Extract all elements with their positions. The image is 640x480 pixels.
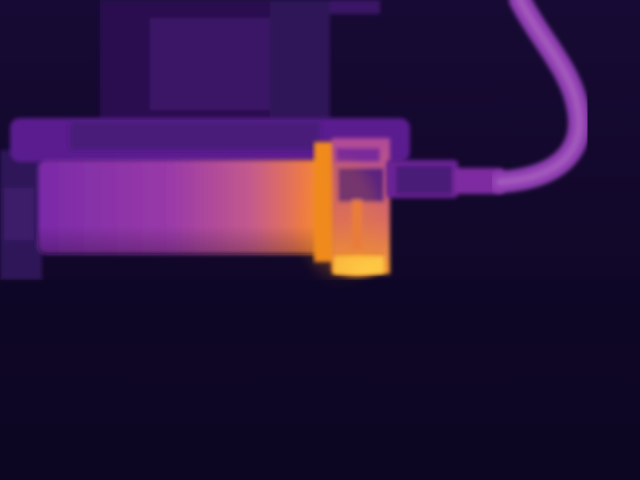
cylinder-top-rail-inner <box>70 122 320 150</box>
upper-bracket <box>100 0 380 120</box>
heat-glow <box>300 160 380 280</box>
lower-floor <box>0 280 640 480</box>
left-mount <box>0 150 42 280</box>
